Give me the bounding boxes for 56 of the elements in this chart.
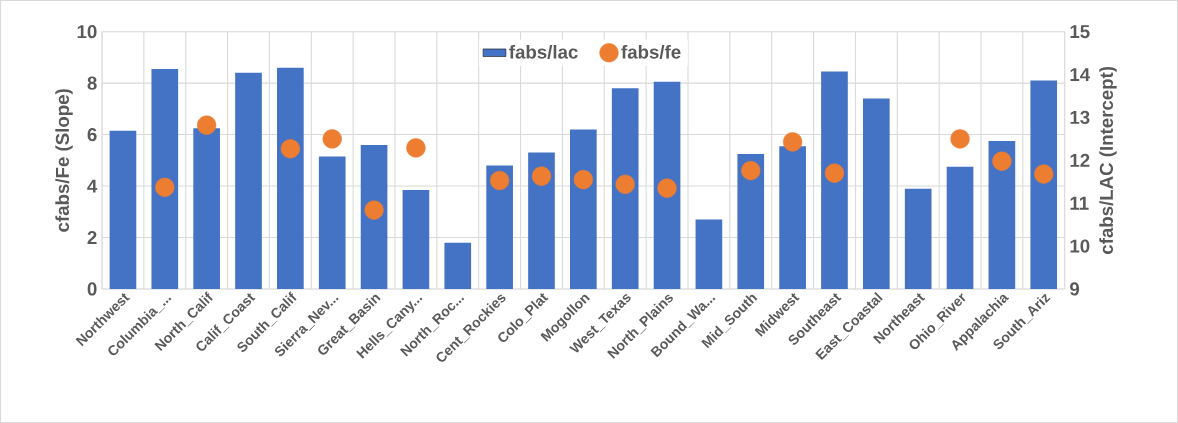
bar [360,144,388,289]
bar [486,165,513,289]
point [657,178,677,198]
point [280,139,300,159]
legend-label: fabs/fe [621,44,681,59]
point [783,132,803,152]
bar [946,166,974,289]
point [573,170,593,190]
point [531,166,552,186]
y2-tick-label: 12 [1070,153,1090,167]
point [197,115,217,135]
y-tick-label: 6 [87,127,97,142]
point [364,200,384,220]
bar [904,188,932,289]
bar [235,72,262,289]
bar [862,98,890,289]
bar [653,81,681,289]
point [741,161,761,181]
bar [779,146,806,289]
y2-tick-label: 10 [1070,239,1090,253]
y-tick-label: 8 [87,76,97,90]
point [155,177,175,197]
y-tick-label: 4 [87,179,98,193]
point [1034,164,1054,184]
point [406,138,426,158]
bar [402,189,430,289]
point [992,151,1012,171]
bar [151,68,179,289]
y-tick-label: 10 [77,25,97,39]
y2-tick-label: 15 [1070,25,1090,39]
legend-label: fabs/lac [509,44,578,59]
point [950,129,970,149]
bar [988,141,1016,289]
bar [109,130,137,289]
y-tick-label: 2 [87,230,97,245]
y2-tick-label: 14 [1070,68,1091,81]
bar [611,88,639,289]
point [490,170,510,191]
bar [277,67,304,289]
bar [444,242,472,289]
bar [318,156,346,289]
point [824,163,845,183]
bar [1030,80,1058,289]
bar [528,152,555,289]
bar [821,71,848,289]
y2-tick-label: 11 [1070,196,1089,210]
y2-axis-title: cfabs/LAC (Intercept) [1099,66,1117,254]
y-axis-title: cfabs/Fe (Slope) [55,89,73,232]
point [322,129,342,149]
y2-tick-label: 9 [1070,282,1080,296]
bar [695,219,723,289]
bar [193,128,220,289]
bar [737,153,765,289]
y2-tick-label: 13 [1070,110,1090,125]
bar [570,129,597,289]
point [615,174,635,194]
